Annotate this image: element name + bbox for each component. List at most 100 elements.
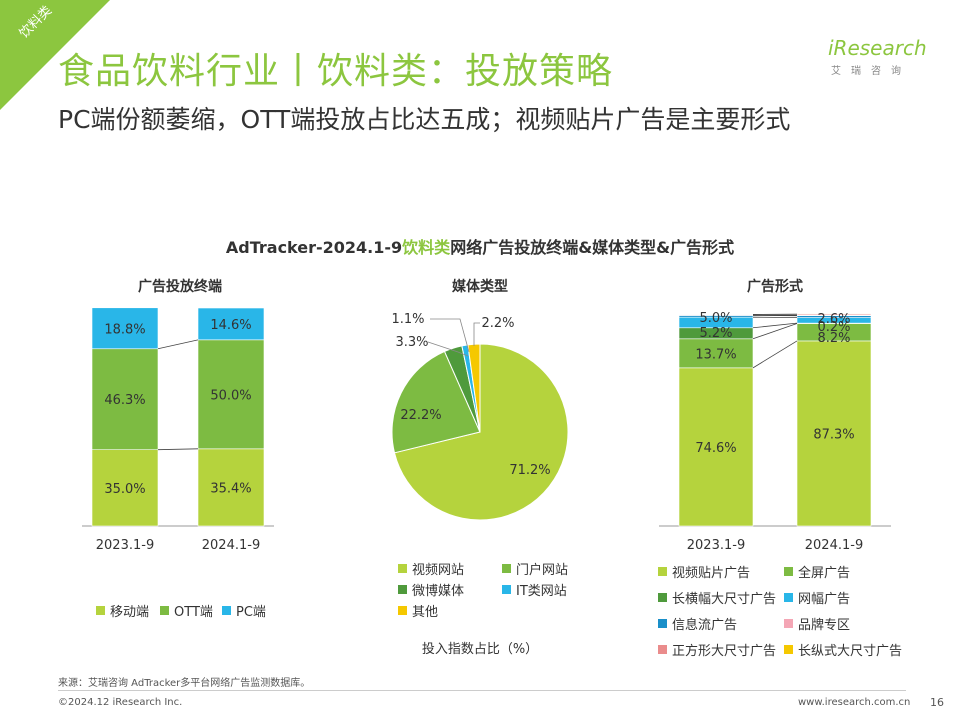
format-data-label-0-0: 74.6% <box>695 441 736 456</box>
source-note: 来源：艾瑞咨询 AdTracker多平台网络广告监测数据库。 <box>58 678 311 689</box>
terminal-legend-swatch-2 <box>222 606 231 615</box>
format-legend-item-2: 长横幅大尺寸广告 <box>658 588 776 607</box>
media-legend-item-1: 门户网站 <box>502 559 568 578</box>
format-x-tick-0: 2023.1-9 <box>687 538 745 553</box>
format-legend-item-4: 信息流广告 <box>658 614 737 633</box>
media-legend-item-2: 微博媒体 <box>398 580 464 599</box>
media-legend-label-3: IT类网站 <box>516 584 567 599</box>
page-subtitle: PC端份额萎缩，OTT端投放占比达五成；视频贴片广告是主要形式 <box>58 105 791 134</box>
terminal-bar-0-0 <box>91 449 159 527</box>
terminal-bar-1-1 <box>197 339 265 450</box>
terminal-legend-label-1: OTT端 <box>174 605 213 620</box>
chart-title: AdTracker-2024.1-9饮料类网络广告投放终端&媒体类型&广告形式 <box>0 234 960 258</box>
format-legend-swatch-3 <box>784 593 793 602</box>
brand-logo-subtitle: 艾瑞咨询 <box>831 66 911 77</box>
terminal-legend-swatch-0 <box>96 606 105 615</box>
format-legend-item-7: 长纵式大尺寸广告 <box>784 640 902 659</box>
terminal-data-label-2-1: 14.6% <box>210 318 251 333</box>
terminal-legend-item-0: 移动端 <box>96 601 149 620</box>
media-slice-1 <box>391 350 481 454</box>
format-data-label-1-1: 8.2% <box>817 331 850 346</box>
terminal-legend-item-1: OTT端 <box>160 601 213 620</box>
media-pie-chart: 71.2% 22.2% 3.3% 1.1% 2.2% <box>391 312 569 521</box>
format-legend-swatch-5 <box>784 619 793 628</box>
media-legend-label-0: 视频网站 <box>412 563 465 578</box>
format-bar-0-1 <box>796 340 872 527</box>
format-legend-label-7: 长纵式大尺寸广告 <box>798 644 903 659</box>
media-data-label-0: 71.2% <box>509 463 550 478</box>
media-legend-label-2: 微博媒体 <box>412 584 465 599</box>
terminal-bar-2-0 <box>91 307 159 350</box>
format-bar-0-0 <box>678 367 754 527</box>
media-leader-3 <box>430 318 470 353</box>
media-legend-item-4: 其他 <box>398 601 438 620</box>
format-legend-item-3: 网幅广告 <box>784 588 850 607</box>
format-data-label-2-1: 0.2% <box>817 320 850 335</box>
pie-note: 投入指数占比（%） <box>421 642 539 657</box>
format-data-label-1-0: 13.7% <box>695 347 736 362</box>
format-data-label-3-0: 5.0% <box>699 311 732 326</box>
format-legend-label-0: 视频贴片广告 <box>672 566 751 581</box>
media-legend-label-4: 其他 <box>412 605 439 620</box>
format-bar-1-0 <box>678 338 754 369</box>
media-legend-swatch-4 <box>398 606 407 615</box>
terminal-connector-1 <box>157 339 199 350</box>
format-data-label-3-1: 2.6% <box>817 312 850 327</box>
format-legend-item-6: 正方形大尺寸广告 <box>658 640 776 659</box>
terminal-bar-2-1 <box>197 307 265 341</box>
format-legend-item-1: 全屏广告 <box>784 562 850 581</box>
format-connector-0 <box>752 340 798 369</box>
format-legend-swatch-2 <box>658 593 667 602</box>
format-legend-label-5: 品牌专区 <box>798 618 851 633</box>
format-legend-label-4: 信息流广告 <box>672 618 738 633</box>
copyright: ©2024.12 iResearch Inc. <box>58 697 183 708</box>
corner-tag <box>0 0 110 110</box>
format-legend-swatch-0 <box>658 567 667 576</box>
media-leader-2 <box>427 341 469 357</box>
media-legend-swatch-2 <box>398 585 407 594</box>
terminal-x-tick-0: 2023.1-9 <box>96 538 154 553</box>
format-legend-label-1: 全屏广告 <box>798 566 851 581</box>
format-x-tick-1: 2024.1-9 <box>805 538 863 553</box>
chart-title-highlight: 饮料类 <box>402 238 451 257</box>
media-legend-item-0: 视频网站 <box>398 559 464 578</box>
media-chart-title: 媒体类型 <box>452 279 508 295</box>
media-leader-4 <box>473 322 480 346</box>
media-data-label-1: 22.2% <box>400 408 441 423</box>
chart-title-part3: 网络广告投放终端&媒体类型&广告形式 <box>450 238 735 257</box>
terminal-chart-title: 广告投放终端 <box>138 279 222 295</box>
page-title: 食品饮料行业丨饮料类：投放策略 <box>58 51 614 92</box>
terminal-stacked-bar-chart: 2023.1-9 2024.1-9 35.0% 35.4% 46.3% 50.0% 18.8… <box>82 307 274 553</box>
terminal-x-tick-1: 2024.1-9 <box>202 538 260 553</box>
chart-title-part1: AdTracker-2024.1-9 <box>225 238 403 257</box>
format-legend-label-6: 正方形大尺寸广告 <box>672 644 777 659</box>
terminal-data-label-0-1: 35.4% <box>210 481 251 496</box>
terminal-data-label-1-0: 46.3% <box>104 393 145 408</box>
website: www.iresearch.com.cn <box>798 697 911 708</box>
media-legend-swatch-0 <box>398 564 407 573</box>
format-legend-label-2: 长横幅大尺寸广告 <box>672 592 777 607</box>
media-legend-item-3: IT类网站 <box>502 580 567 599</box>
media-legend-label-1: 门户网站 <box>516 563 569 578</box>
terminal-data-label-2-0: 18.8% <box>104 322 145 337</box>
format-legend-swatch-1 <box>784 567 793 576</box>
format-connector-2 <box>752 322 798 329</box>
page-number: 16 <box>930 696 944 709</box>
terminal-bar-0-1 <box>197 448 265 527</box>
terminal-bar-1-0 <box>91 348 159 450</box>
terminal-legend-swatch-1 <box>160 606 169 615</box>
format-stacked-bar-chart: 2023.1-9 2024.1-9 74.6% 87.3% 13.7% 8.2% 5.2% 0… <box>659 311 891 553</box>
format-data-label-2-0: 5.2% <box>699 326 732 341</box>
terminal-data-label-0-0: 35.0% <box>104 482 145 497</box>
format-legend-label-3: 网幅广告 <box>798 592 851 607</box>
terminal-legend-label-2: PC端 <box>236 605 266 620</box>
format-bar-7-1 <box>796 313 872 315</box>
terminal-legend-item-2: PC端 <box>222 601 266 620</box>
format-legend-item-0: 视频贴片广告 <box>658 562 750 581</box>
media-legend-swatch-1 <box>502 564 511 573</box>
format-legend-swatch-6 <box>658 645 667 654</box>
format-legend-swatch-7 <box>784 645 793 654</box>
media-legend-swatch-3 <box>502 585 511 594</box>
format-connector-1 <box>752 323 798 340</box>
media-data-label-2: 3.3% <box>395 335 428 350</box>
